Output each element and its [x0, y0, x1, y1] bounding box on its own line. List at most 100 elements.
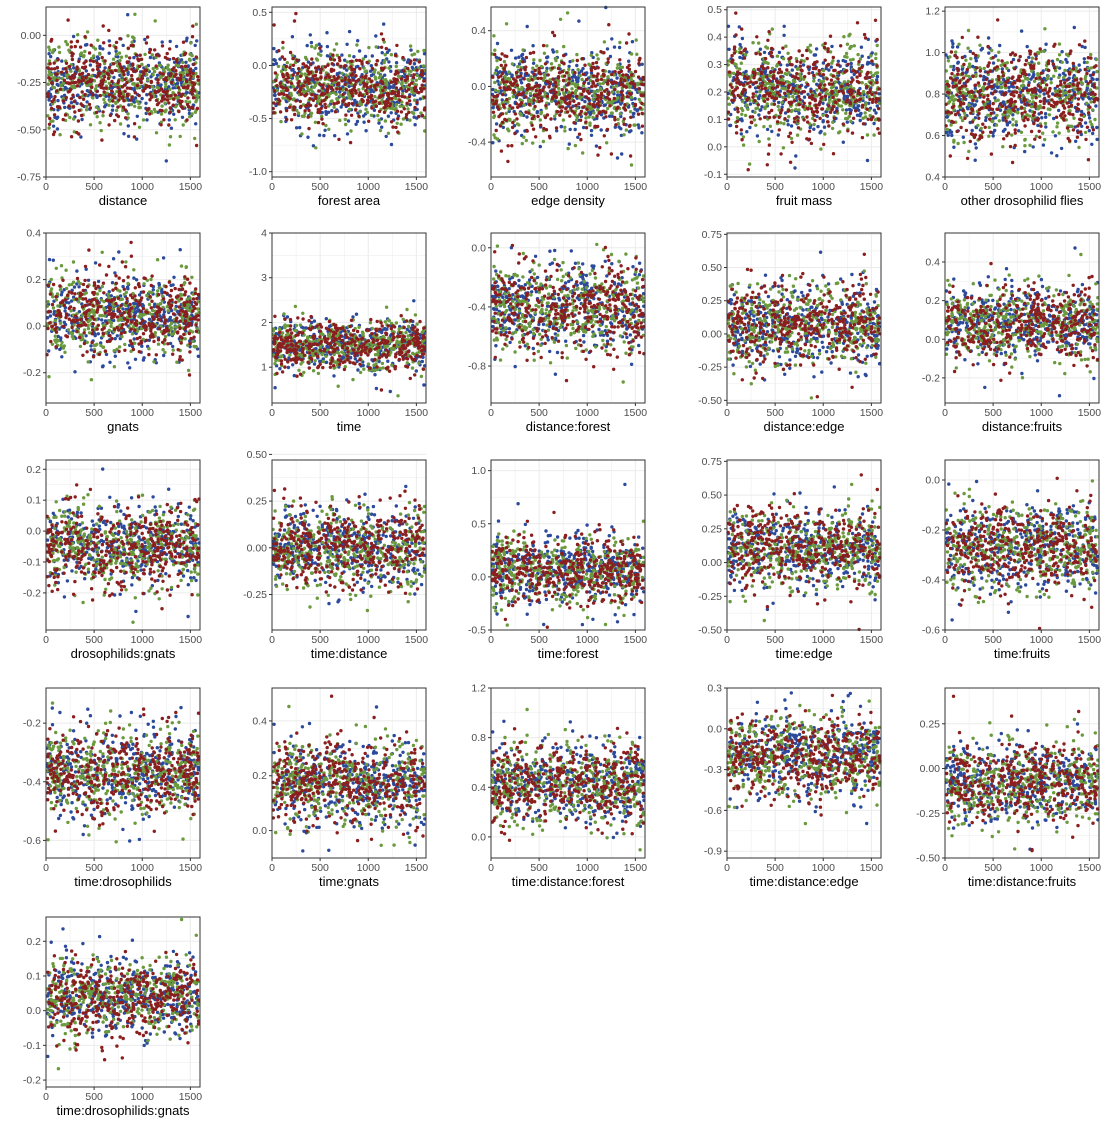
sample-point [802, 63, 805, 66]
sample-point [81, 104, 84, 107]
x-tick-label: 1000 [357, 181, 381, 193]
sample-point [1095, 126, 1098, 129]
sample-point [385, 99, 388, 102]
sample-point [145, 69, 148, 72]
sample-point [582, 73, 585, 76]
sample-point [85, 100, 88, 103]
sample-point [493, 53, 496, 56]
sample-point [180, 100, 183, 103]
sample-point [531, 87, 534, 90]
sample-point [557, 87, 560, 90]
sample-point [287, 76, 290, 79]
sample-point [131, 82, 134, 85]
sample-point [580, 69, 583, 72]
sample-point [511, 126, 514, 129]
sample-point [546, 55, 549, 58]
sample-point [858, 67, 861, 70]
sample-point [110, 89, 113, 92]
sample-point [777, 101, 780, 104]
sample-point [626, 95, 629, 98]
sample-point [563, 74, 566, 77]
sample-point [834, 80, 837, 83]
sample-point [807, 72, 810, 75]
sample-point [1065, 61, 1068, 64]
sample-point [640, 83, 643, 86]
sample-point [294, 12, 297, 15]
sample-point [975, 146, 978, 149]
sample-point [333, 58, 336, 61]
sample-point [519, 113, 522, 116]
sample-point [795, 115, 798, 118]
y-tick-label: 0.0 [471, 81, 486, 93]
sample-point [628, 125, 631, 128]
sample-point [118, 62, 121, 65]
sample-point [126, 73, 129, 76]
sample-point [557, 75, 560, 78]
sample-point [582, 126, 585, 129]
sample-point [119, 122, 122, 125]
sample-point [493, 114, 496, 117]
sample-point [185, 80, 188, 83]
y-tick-label: 0.1 [707, 114, 722, 126]
sample-point [358, 94, 361, 97]
sample-point [525, 72, 528, 75]
sample-point [324, 110, 327, 113]
sample-point [306, 103, 309, 106]
sample-point [795, 72, 798, 75]
sample-point [181, 61, 184, 64]
sample-point [357, 88, 360, 91]
sample-point [830, 79, 833, 82]
sample-point [307, 127, 310, 130]
sample-point [180, 65, 183, 68]
sample-point [102, 98, 105, 101]
sample-point [638, 59, 641, 62]
sample-point [752, 81, 755, 84]
sample-point [81, 76, 84, 79]
sample-point [50, 81, 53, 84]
sample-point [828, 98, 831, 101]
sample-point [46, 92, 49, 95]
sample-point [516, 84, 519, 87]
sample-point [777, 105, 780, 108]
sample-point [109, 114, 112, 117]
sample-point [332, 106, 335, 109]
sample-point [606, 75, 609, 78]
sample-point [603, 90, 606, 93]
sample-point [358, 49, 361, 52]
sample-point [140, 81, 143, 84]
sample-point [759, 53, 762, 56]
sample-point [798, 85, 801, 88]
sample-point [734, 88, 737, 91]
sample-point [90, 74, 93, 77]
sample-point [55, 89, 58, 92]
sample-point [145, 65, 148, 68]
sample-point [1026, 45, 1029, 48]
sample-point [523, 77, 526, 80]
sample-point [766, 62, 769, 65]
sample-point [788, 81, 791, 84]
sample-point [871, 98, 874, 101]
sample-point [740, 113, 743, 116]
sample-point [419, 97, 422, 100]
sample-point [768, 116, 771, 119]
sample-point [1090, 143, 1093, 146]
sample-point [864, 111, 867, 114]
sample-point [512, 95, 515, 98]
sample-point [575, 53, 578, 56]
sample-point [53, 76, 56, 79]
sample-point [618, 58, 621, 61]
sample-point [518, 103, 521, 106]
sample-point [808, 138, 811, 141]
sample-point [156, 74, 159, 77]
sample-point [568, 77, 571, 80]
sample-point [563, 100, 566, 103]
sample-point [88, 103, 91, 106]
sample-point [410, 53, 413, 56]
sample-point [842, 35, 845, 38]
sample-point [759, 48, 762, 51]
sample-point [770, 96, 773, 99]
sample-point [141, 70, 144, 73]
sample-point [544, 104, 547, 107]
sample-point [70, 81, 73, 84]
sample-point [582, 105, 585, 108]
